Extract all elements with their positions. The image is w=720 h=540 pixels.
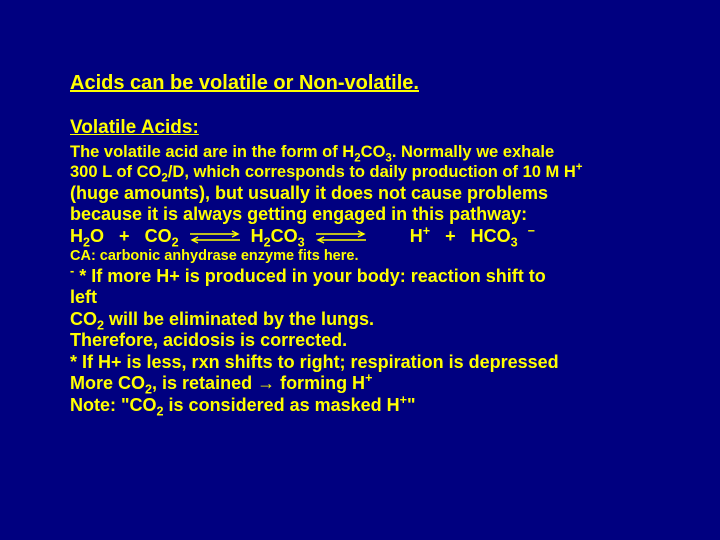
txt: Note: "CO	[70, 395, 157, 415]
eq-h2o: H	[70, 226, 83, 246]
txt: /D, which corresponds to daily productio…	[168, 163, 576, 181]
txt: CO	[70, 309, 97, 329]
equilibrium-arrow-icon	[188, 230, 242, 244]
body-line-huge: (huge amounts), but usually it does not …	[70, 183, 650, 205]
sup: +	[423, 224, 430, 238]
sub: 3	[511, 235, 518, 249]
body-if-more: - * If more H+ is produced in your body:…	[70, 266, 650, 288]
txt: will be eliminated by the lungs.	[104, 309, 374, 329]
body-if-less: * If H+ is less, rxn shifts to right; re…	[70, 352, 650, 374]
eq-minus: −	[528, 224, 535, 238]
sub: 2	[157, 405, 164, 419]
eq-co2: CO	[145, 226, 172, 246]
eq-h2co3-b: CO	[271, 226, 298, 246]
sup: +	[400, 393, 407, 407]
sup: +	[576, 161, 583, 173]
slide-title: Acids can be volatile or Non-volatile.	[70, 72, 650, 95]
eq-hco3: HCO	[471, 226, 511, 246]
txt: O	[90, 226, 104, 246]
txt: The volatile acid are in the form of H	[70, 143, 354, 161]
equation-line: H2O + CO2 H2CO3 H+ + HCO3 −	[70, 226, 650, 248]
body-note: Note: "CO2 is considered as masked H+"	[70, 395, 650, 417]
body-more-co2: More CO2, is retained → forming H+	[70, 373, 650, 395]
txt: . Normally we exhale	[392, 143, 554, 161]
eq-plus: +	[445, 226, 456, 246]
txt: More CO	[70, 373, 145, 393]
dash-lead: -	[70, 264, 74, 278]
text-line-2: 300 L of CO2/D, which corresponds to dai…	[70, 163, 650, 183]
txt: 300 L of CO	[70, 163, 161, 181]
subtitle-volatile-acids: Volatile Acids:	[70, 117, 650, 139]
sup: +	[365, 371, 372, 385]
txt: , is retained → forming H	[152, 373, 365, 393]
text-line-1: The volatile acid are in the form of H2C…	[70, 143, 650, 163]
txt: is considered as masked H	[164, 395, 400, 415]
body-therefore: Therefore, acidosis is corrected.	[70, 330, 650, 352]
ca-note: CA: carbonic anhydrase enzyme fits here.	[70, 247, 650, 265]
body-line-pathway: because it is always getting engaged in …	[70, 204, 650, 226]
body-left: left	[70, 287, 650, 309]
eq-h-plus: H	[410, 226, 423, 246]
eq-h2co3-a: H	[251, 226, 264, 246]
txt: "	[407, 395, 416, 415]
txt: * If more H+ is produced in your body: r…	[79, 266, 546, 286]
txt: CO	[361, 143, 386, 161]
equilibrium-arrow-icon	[314, 230, 368, 244]
eq-plus: +	[119, 226, 130, 246]
body-co2-lungs: CO2 will be eliminated by the lungs.	[70, 309, 650, 331]
